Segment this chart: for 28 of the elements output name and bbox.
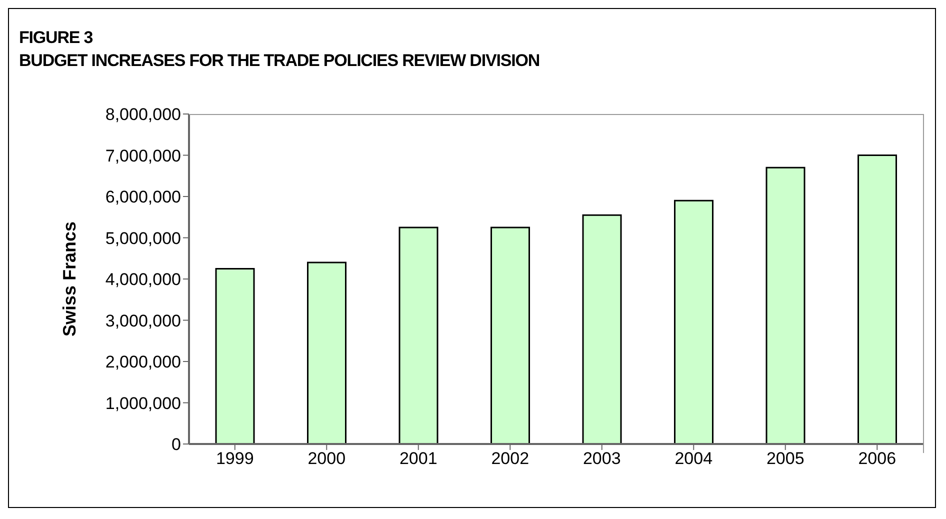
- y-tick-label: 0: [172, 435, 181, 454]
- x-tick-label: 2002: [491, 449, 530, 468]
- y-tick-label: 7,000,000: [105, 146, 181, 166]
- y-tick-label: 5,000,000: [105, 228, 181, 248]
- bar: [674, 200, 714, 444]
- x-tick-label: 2004: [674, 449, 713, 468]
- bar: [398, 226, 438, 444]
- x-tick-label: 1999: [216, 449, 254, 468]
- bar: [582, 214, 622, 444]
- y-tick-label: 6,000,000: [105, 188, 181, 207]
- x-tick-label: 2001: [399, 449, 438, 468]
- bar: [766, 166, 806, 444]
- y-tick-label: 2,000,000: [105, 352, 181, 372]
- y-tick-label: 1,000,000: [105, 394, 181, 413]
- y-tick-label: 3,000,000: [105, 311, 181, 330]
- y-tick-label: 8,000,000: [105, 105, 181, 124]
- bar: [307, 262, 346, 444]
- y-tick-label: 4,000,000: [105, 270, 181, 290]
- y-axis-title: Swiss Francs: [59, 221, 80, 337]
- bar: [858, 154, 897, 444]
- x-tick-label: 2000: [308, 449, 346, 468]
- x-tick-label: 2006: [858, 449, 896, 468]
- bar: [490, 226, 530, 444]
- chart-subtitle: BUDGET INCREASES FOR THE TRADE POLICIES REVIEW DIVISION: [19, 50, 540, 72]
- x-tick-label: 2003: [582, 449, 621, 468]
- chart-title: FIGURE 3: [19, 27, 94, 49]
- x-tick-label: 2005: [766, 449, 804, 468]
- bar: [215, 268, 255, 444]
